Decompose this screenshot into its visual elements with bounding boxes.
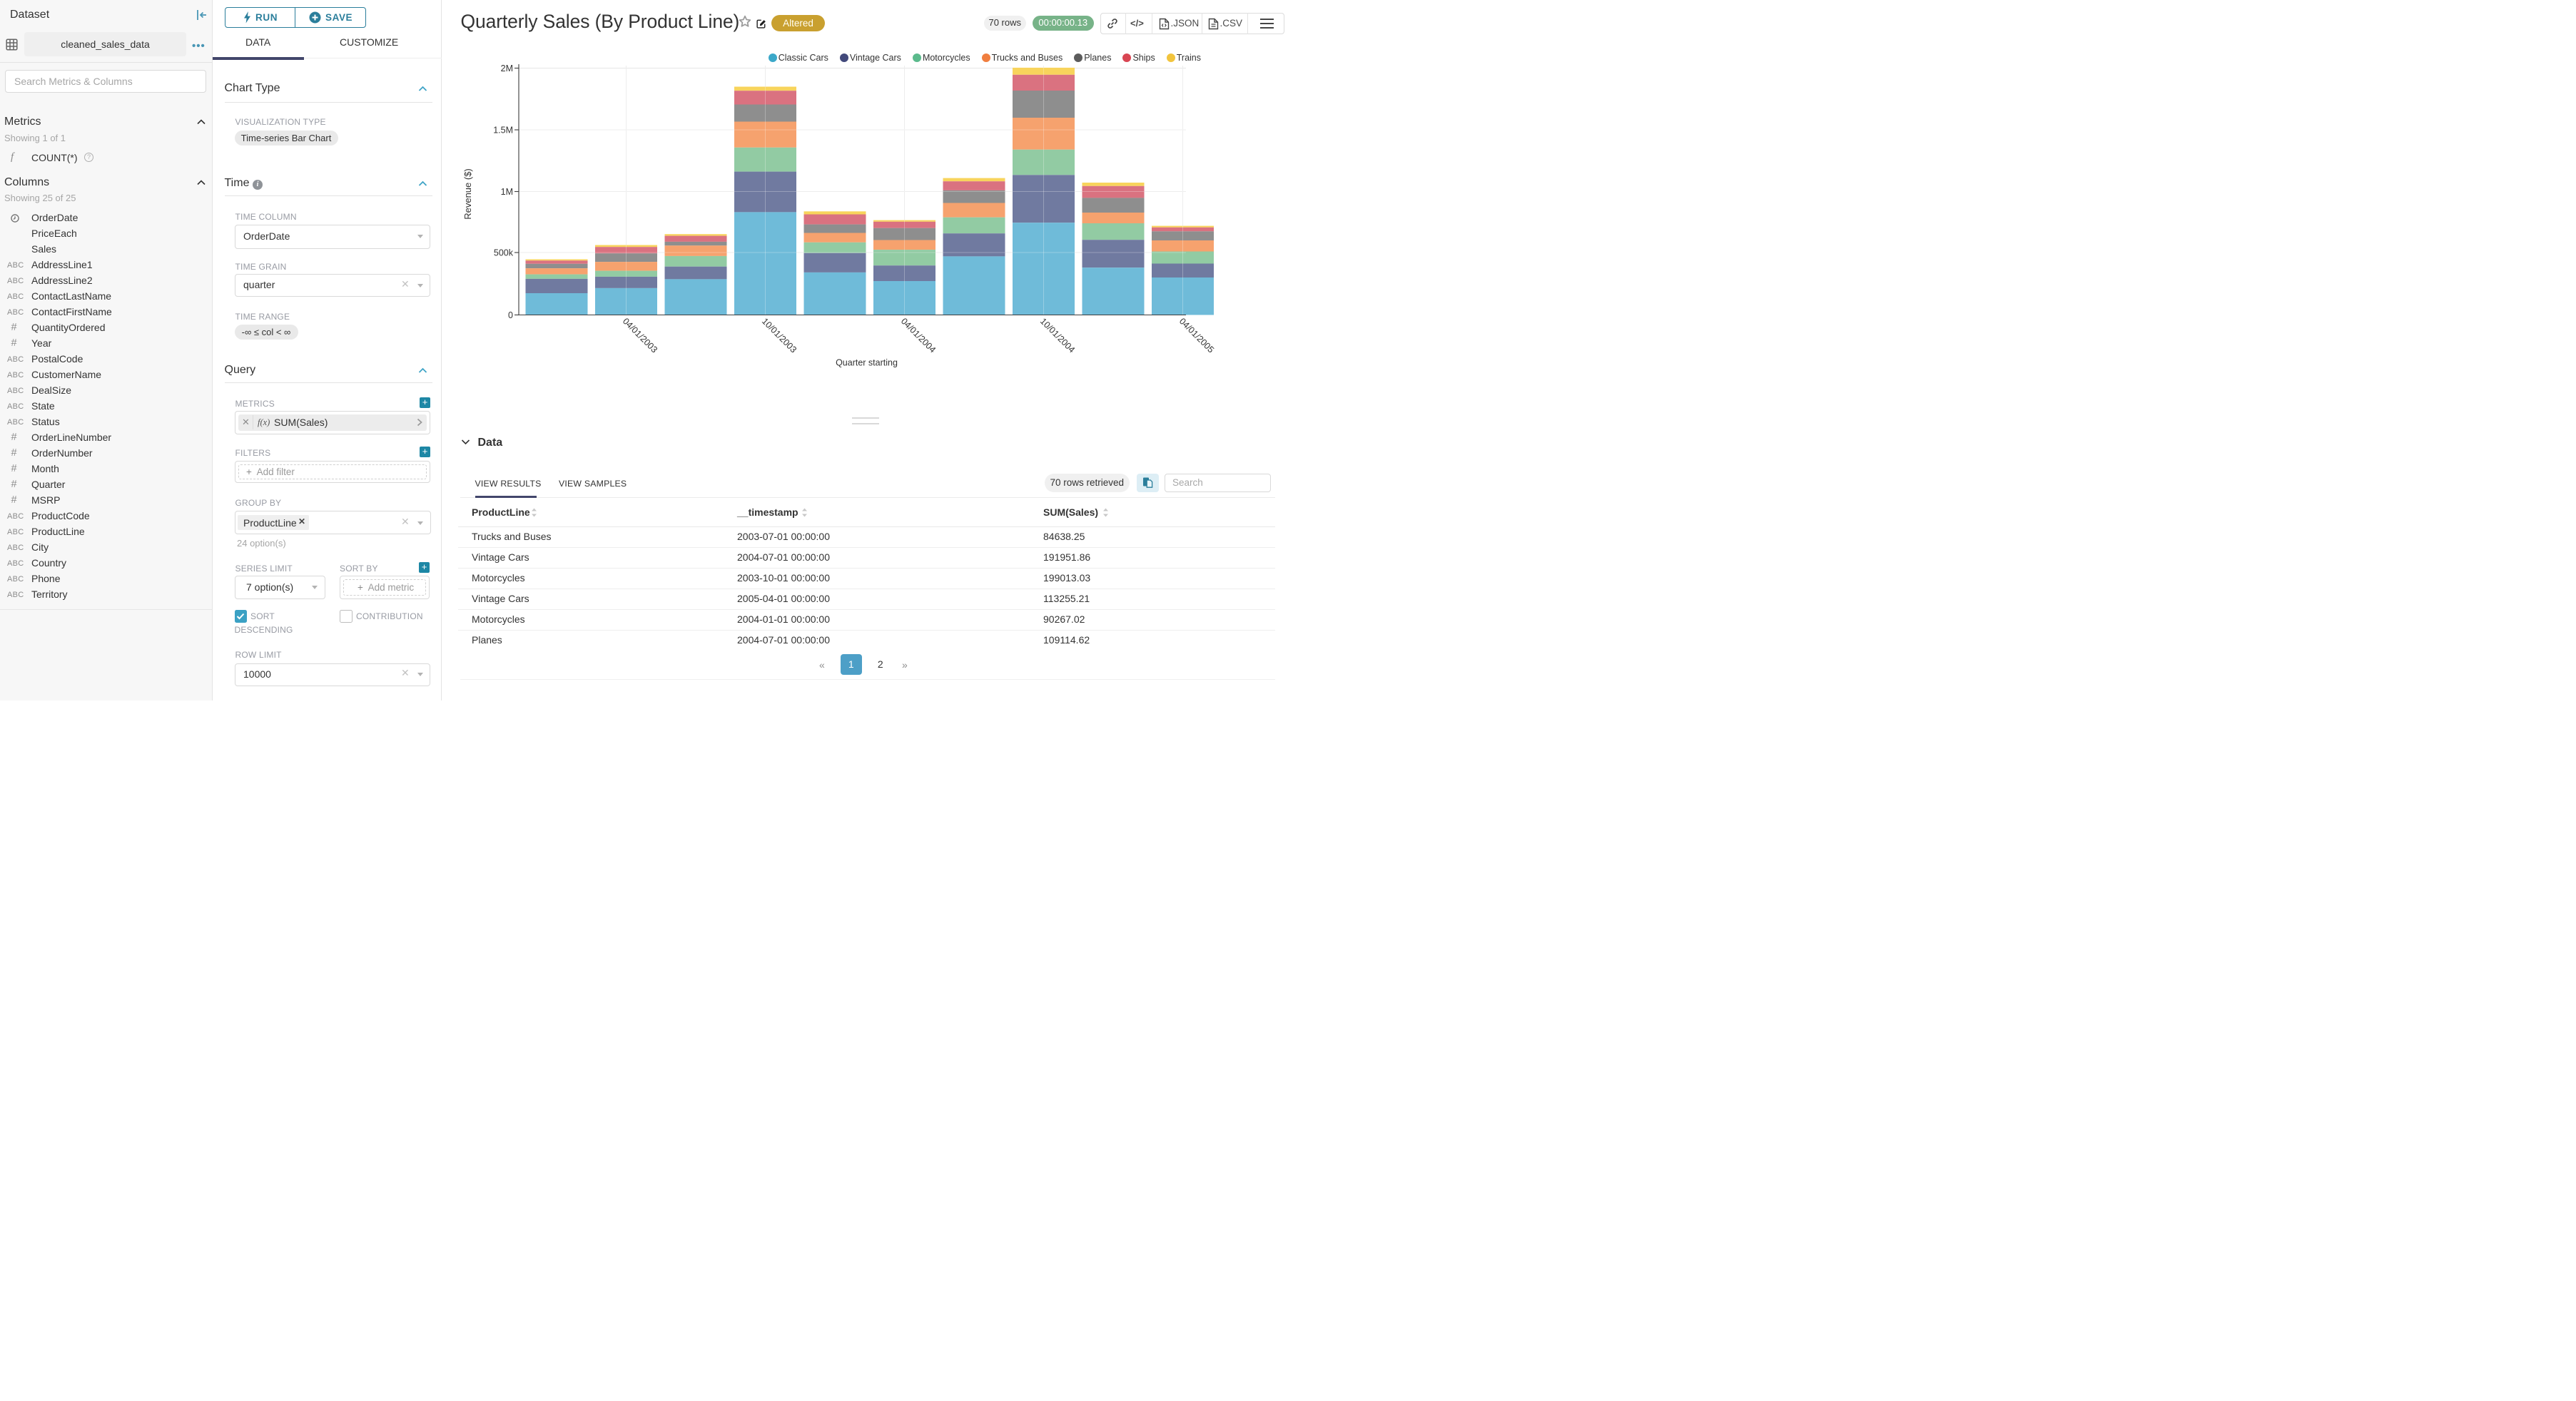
svg-text:04/01/2004: 04/01/2004	[899, 316, 938, 355]
svg-text:10/01/2004: 10/01/2004	[1038, 316, 1077, 355]
svg-text:04/01/2003: 04/01/2003	[621, 316, 659, 355]
svg-text:10/01/2003: 10/01/2003	[760, 316, 798, 355]
svg-text:2M: 2M	[501, 63, 513, 73]
svg-text:04/01/2005: 04/01/2005	[1177, 316, 1216, 355]
svg-text:Revenue ($): Revenue ($)	[462, 168, 473, 220]
svg-text:1.5M: 1.5M	[493, 126, 513, 136]
svg-text:Quarter starting: Quarter starting	[836, 358, 898, 368]
svg-text:0: 0	[508, 310, 513, 320]
svg-text:1M: 1M	[501, 187, 513, 197]
svg-text:500k: 500k	[494, 248, 514, 258]
